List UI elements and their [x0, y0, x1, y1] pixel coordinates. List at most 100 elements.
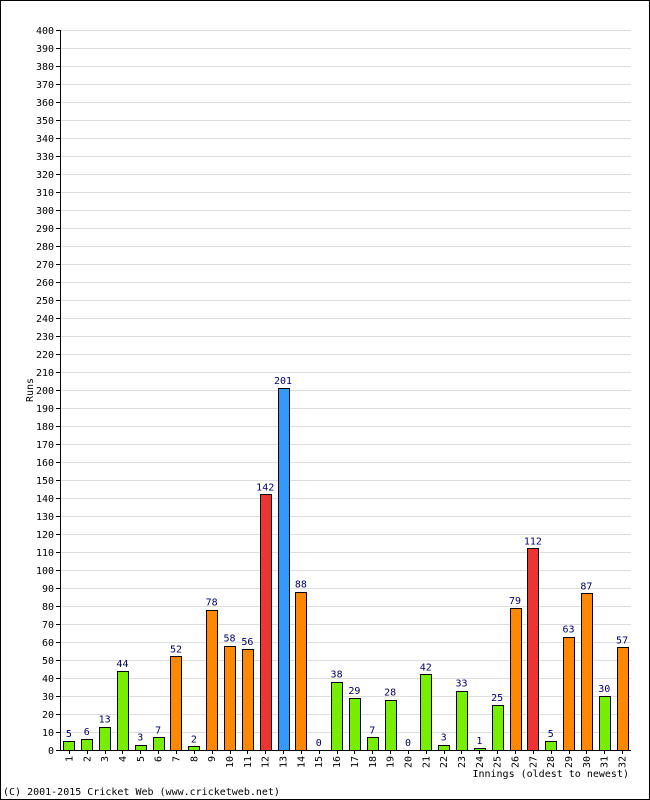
y-tick-label: 10 [42, 728, 54, 739]
bar-23 [456, 691, 468, 751]
x-tick-label: 4 [118, 756, 129, 762]
bar-9 [206, 610, 218, 751]
y-tick-label: 240 [36, 314, 54, 325]
x-tick-label: 1 [64, 756, 75, 762]
value-label-21: 42 [420, 662, 432, 673]
y-tick-label: 30 [42, 692, 54, 703]
x-tick-label: 2 [82, 756, 93, 762]
bar-32 [617, 647, 629, 751]
x-tick-label: 12 [261, 756, 272, 768]
x-tick-label: 26 [511, 756, 522, 768]
y-tick-label: 110 [36, 548, 54, 559]
bar-12 [260, 494, 272, 751]
bar-18 [367, 737, 379, 751]
value-label-32: 57 [616, 635, 628, 646]
x-tick-label: 11 [243, 756, 254, 768]
value-label-12: 142 [256, 482, 274, 493]
bar-16 [331, 682, 343, 751]
value-label-11: 56 [241, 637, 253, 648]
bar-3 [99, 727, 111, 751]
x-tick-label: 14 [296, 756, 307, 768]
y-tick-label: 360 [36, 98, 54, 109]
value-label-7: 52 [170, 644, 182, 655]
y-tick-label: 210 [36, 368, 54, 379]
x-tick-label: 16 [332, 756, 343, 768]
bar-28 [545, 741, 557, 751]
x-tick-label: 22 [439, 756, 450, 768]
value-label-26: 79 [509, 596, 521, 607]
value-label-29: 63 [563, 625, 575, 636]
y-axis-ticks: 0 10 20 30 40 50 60 70 80 90 100 110 120 130 140 150 160… [36, 26, 60, 757]
y-tick-label: 60 [42, 638, 54, 649]
y-tick-label: 250 [36, 296, 54, 307]
x-tick-label: 9 [207, 756, 218, 762]
x-tick-label: 10 [225, 756, 236, 768]
x-tick-label: 15 [314, 756, 325, 768]
value-label-31: 30 [598, 684, 610, 695]
y-tick-label: 100 [36, 566, 54, 577]
value-label-19: 28 [384, 688, 396, 699]
bar-2 [81, 739, 93, 751]
y-tick-label: 370 [36, 80, 54, 91]
x-tick-label: 31 [600, 756, 611, 768]
x-tick-label: 6 [154, 756, 165, 762]
x-tick-label: 13 [279, 756, 290, 768]
y-tick-label: 350 [36, 116, 54, 127]
y-tick-label: 90 [42, 584, 54, 595]
value-label-17: 29 [348, 686, 360, 697]
value-label-24: 1 [476, 736, 482, 747]
y-tick-label: 50 [42, 656, 54, 667]
y-tick-label: 20 [42, 710, 54, 721]
value-label-18: 7 [369, 725, 375, 736]
bar-14 [295, 592, 307, 751]
bar-17 [349, 698, 361, 751]
y-tick-label: 170 [36, 440, 54, 451]
x-tick-label: 21 [421, 756, 432, 768]
value-label-4: 44 [116, 659, 128, 670]
grid-lines [60, 30, 631, 733]
bar-4 [117, 671, 129, 751]
x-tick-label: 32 [618, 756, 629, 768]
x-tick-label: 19 [386, 756, 397, 768]
y-tick-label: 80 [42, 602, 54, 613]
bar-1 [63, 741, 75, 751]
x-tick-label: 5 [136, 756, 147, 762]
x-tick-label: 8 [189, 756, 200, 762]
bar-6 [153, 737, 165, 751]
value-label-10: 58 [223, 634, 235, 645]
x-tick-label: 24 [475, 756, 486, 768]
y-tick-label: 260 [36, 278, 54, 289]
bar-11 [242, 649, 254, 751]
y-tick-label: 290 [36, 224, 54, 235]
value-label-1: 5 [66, 729, 72, 740]
bar-21 [420, 674, 432, 751]
x-axis-label: Innings (oldest to newest) [472, 769, 629, 780]
bar-22 [438, 745, 450, 751]
y-tick-label: 380 [36, 62, 54, 73]
x-tick-label: 17 [350, 756, 361, 768]
y-tick-label: 180 [36, 422, 54, 433]
bar-19 [385, 700, 397, 751]
x-tick-label: 29 [564, 756, 575, 768]
bar-29 [563, 637, 575, 751]
value-label-15: 0 [316, 738, 322, 749]
x-tick-label: 23 [457, 756, 468, 768]
value-label-14: 88 [295, 580, 307, 591]
value-label-27: 112 [524, 536, 542, 547]
x-tick-label: 25 [493, 756, 504, 768]
y-tick-label: 390 [36, 44, 54, 55]
y-tick-label: 340 [36, 134, 54, 145]
bar-10 [224, 646, 236, 751]
y-tick-label: 330 [36, 152, 54, 163]
y-tick-label: 300 [36, 206, 54, 217]
value-label-8: 2 [191, 734, 197, 745]
value-label-20: 0 [405, 738, 411, 749]
y-tick-label: 230 [36, 332, 54, 343]
y-tick-label: 40 [42, 674, 54, 685]
x-tick-label: 3 [100, 756, 111, 762]
bar-25 [492, 705, 504, 751]
bar-13 [278, 388, 290, 751]
x-tick-label: 7 [171, 756, 182, 762]
